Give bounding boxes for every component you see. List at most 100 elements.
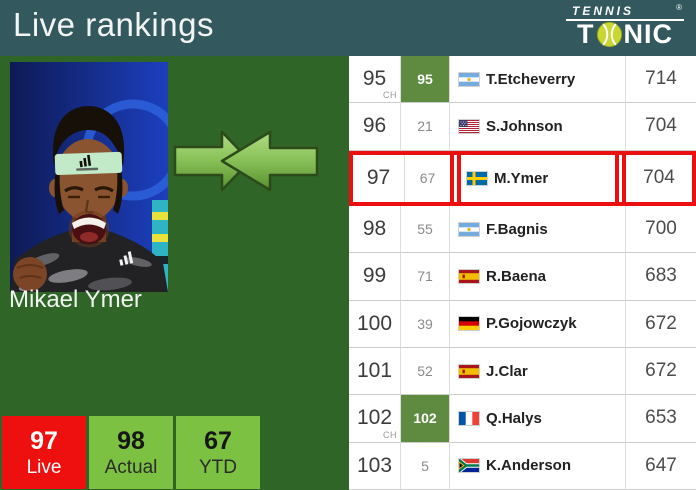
actual-rank-box: 98 Actual [89, 416, 173, 489]
player-name[interactable]: F.Bagnis [486, 220, 548, 238]
ytd-rank-box: 67 YTD [176, 416, 260, 489]
flag-spain-icon [459, 269, 479, 283]
change-cell: 71 [401, 253, 450, 301]
player-cell: F.Bagnis [450, 205, 626, 254]
table-row[interactable]: 102 CH 102 Q.Halys 653 [349, 395, 696, 443]
live-rank-value: 97 [30, 426, 58, 455]
table-row[interactable]: 100 39 P.Gojowczyk 672 [349, 300, 696, 348]
logo-letter-t: T [577, 19, 595, 49]
table-row[interactable]: 98 55 F.Bagnis 700 [349, 205, 696, 254]
rank-value: 95 [362, 67, 387, 91]
player-name[interactable]: T.Etcheverry [486, 70, 576, 88]
change-value: 55 [417, 221, 433, 238]
rank-value: 103 [356, 453, 393, 477]
flag-south-africa-icon [459, 459, 479, 473]
flag-sweden-icon [467, 171, 487, 185]
points-cell: 672 [626, 301, 696, 348]
rankings-table: 95 CH 95 T.Etcheverry 714 96 21 S.Johnson 704 97 6… [349, 56, 696, 490]
points-cell: 700 [626, 206, 696, 254]
points-value: 647 [645, 454, 677, 476]
logo-tonic-text: T NIC [566, 21, 684, 48]
live-rank-box: 97 Live [2, 416, 86, 489]
rank-cell: 102 CH [349, 395, 401, 443]
change-value: 39 [417, 315, 433, 332]
change-value: 52 [417, 363, 433, 380]
registered-trademark: ® [676, 3, 682, 12]
rank-cell: 97 [353, 154, 405, 202]
left-arrow-icon [220, 130, 319, 192]
change-cell: 102 [401, 395, 450, 443]
change-cell: 55 [401, 205, 450, 254]
points-cell: 653 [626, 395, 696, 443]
player-name[interactable]: P.Gojowczyk [486, 315, 577, 333]
rank-cell: 103 [349, 442, 401, 490]
ytd-rank-value: 67 [204, 426, 232, 455]
logo-top-row: TENNIS ® [566, 4, 684, 21]
player-name-caption: Mikael Ymer [9, 286, 142, 313]
table-row[interactable]: 97 67 M.Ymer 704 [349, 150, 696, 206]
player-name[interactable]: J.Clar [486, 362, 528, 380]
points-value: 714 [645, 68, 677, 90]
header: Live rankings TENNIS ® T NIC [0, 0, 696, 56]
player-photo [10, 62, 168, 292]
actual-rank-value: 98 [117, 426, 145, 455]
table-row[interactable]: 103 5 K.Anderson 647 [349, 442, 696, 490]
points-cell: 683 [626, 253, 696, 301]
player-name[interactable]: S.Johnson [486, 117, 563, 135]
player-cell: S.Johnson [450, 103, 626, 151]
table-row[interactable]: 101 52 J.Clar 672 [349, 347, 696, 396]
tennis-ball-icon [596, 21, 623, 48]
table-row[interactable]: 99 71 R.Baena 683 [349, 253, 696, 301]
tennis-tonic-logo[interactable]: TENNIS ® T NIC [566, 4, 684, 48]
logo-letters-nic: NIC [623, 19, 673, 49]
rank-cell: 98 [349, 205, 401, 254]
player-cell: K.Anderson [450, 442, 626, 490]
player-cell: J.Clar [450, 347, 626, 396]
rank-cell: 95 CH [349, 56, 401, 104]
table-row[interactable]: 95 CH 95 T.Etcheverry 714 [349, 56, 696, 104]
points-value: 672 [645, 312, 677, 334]
flag-usa-icon [459, 119, 479, 133]
change-cell: 67 [405, 154, 454, 202]
rank-change-arrows-icon [173, 130, 319, 192]
change-cell: 52 [401, 347, 450, 396]
page-title: Live rankings [13, 6, 214, 43]
flag-germany-icon [459, 317, 479, 331]
change-cell: 39 [401, 300, 450, 348]
points-value: 704 [643, 167, 675, 189]
player-cell: R.Baena [450, 253, 626, 301]
rank-value: 98 [362, 217, 387, 241]
player-name[interactable]: R.Baena [486, 267, 547, 285]
player-name[interactable]: K.Anderson [486, 457, 572, 475]
rank-cell: 101 [349, 347, 401, 396]
points-cell: 704 [622, 154, 692, 202]
change-value: 95 [417, 71, 433, 88]
table-row[interactable]: 96 21 S.Johnson 704 [349, 103, 696, 151]
player-cell: P.Gojowczyk [450, 300, 626, 348]
player-name[interactable]: Q.Halys [486, 409, 542, 427]
player-cell: T.Etcheverry [450, 56, 626, 104]
right-arrow-icon [173, 130, 252, 192]
points-value: 672 [645, 360, 677, 382]
player-cell: Q.Halys [450, 395, 626, 443]
change-value: 71 [417, 268, 433, 285]
change-value: 67 [419, 170, 436, 187]
flag-argentina-icon [459, 222, 479, 236]
rank-value: 99 [362, 264, 387, 288]
flag-france-icon [459, 411, 479, 425]
rank-value: 101 [356, 359, 393, 383]
points-value: 653 [645, 407, 677, 429]
points-cell: 714 [626, 56, 696, 104]
change-value: 102 [413, 410, 437, 427]
rank-cell: 96 [349, 103, 401, 151]
change-value: 21 [417, 118, 433, 135]
rank-cell: 99 [349, 253, 401, 301]
ch-tag: CH [383, 429, 397, 440]
live-rank-label: Live [26, 456, 62, 478]
player-name[interactable]: M.Ymer [494, 169, 549, 187]
rank-value: 97 [366, 166, 391, 190]
rank-value: 102 [356, 406, 393, 430]
points-cell: 647 [626, 443, 696, 490]
points-value: 683 [645, 265, 677, 287]
change-cell: 95 [401, 56, 450, 104]
